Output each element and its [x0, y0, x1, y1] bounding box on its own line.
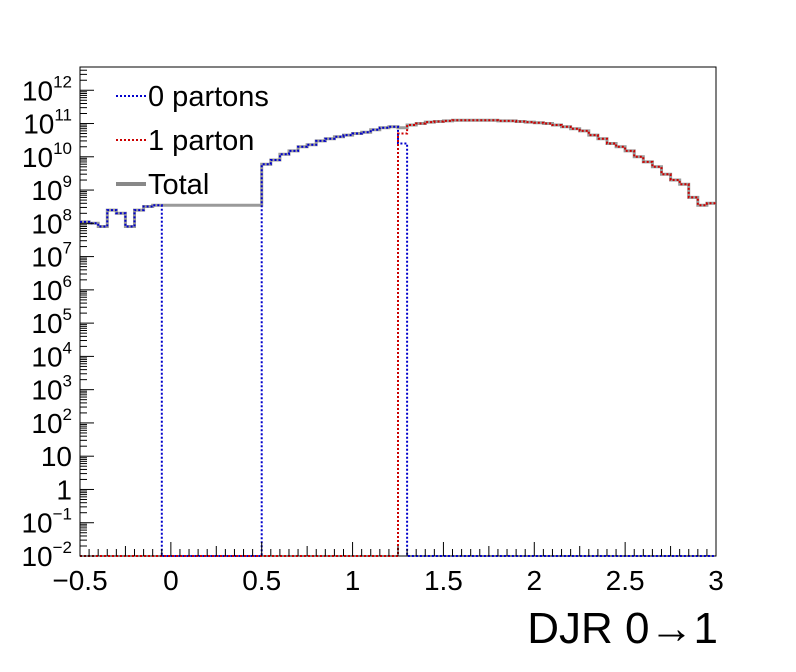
y-tick-label: 1: [56, 474, 72, 505]
y-tick-label: 102: [31, 405, 72, 439]
legend: 0 partons 1 parton Total: [116, 81, 269, 201]
x-tick-label: −0.5: [52, 565, 107, 596]
x-tick-label: 1: [345, 565, 361, 596]
y-tick-label: 103: [31, 372, 72, 406]
axes: −0.5 0 0.5 1 1.5 2 2.5 310121011101010910810710…: [21, 66, 724, 596]
x-tick-label: 1.5: [424, 565, 463, 596]
x-tick-label: 0.5: [242, 565, 281, 596]
y-tick-label: 109: [31, 172, 72, 206]
y-tick-label: 104: [31, 338, 72, 372]
y-tick-label: 106: [31, 272, 72, 306]
y-tick-label: 1010: [22, 139, 72, 173]
legend-label: 1 parton: [148, 125, 254, 157]
y-tick-label: 1012: [22, 72, 72, 106]
x-axis-title: DJR 0→1: [527, 604, 718, 653]
legend-label: Total: [148, 169, 209, 201]
series-line-1: [80, 119, 716, 557]
y-tick-label: 10−2: [21, 538, 72, 572]
x-tick-label: 2: [526, 565, 542, 596]
y-tick-label: 107: [31, 239, 72, 273]
x-tick-label: 0: [163, 565, 179, 596]
y-tick-label: 108: [31, 205, 72, 239]
y-tick-label: 105: [31, 305, 72, 339]
legend-label: 0 partons: [148, 81, 269, 113]
x-tick-label: 2.5: [606, 565, 645, 596]
y-tick-label: 1011: [23, 106, 72, 140]
y-tick-label: 10: [41, 441, 72, 472]
series-line-0: [80, 125, 716, 557]
y-tick-label: 10−1: [21, 505, 72, 539]
series-layer: [80, 118, 716, 557]
x-tick-label: 3: [708, 565, 724, 596]
